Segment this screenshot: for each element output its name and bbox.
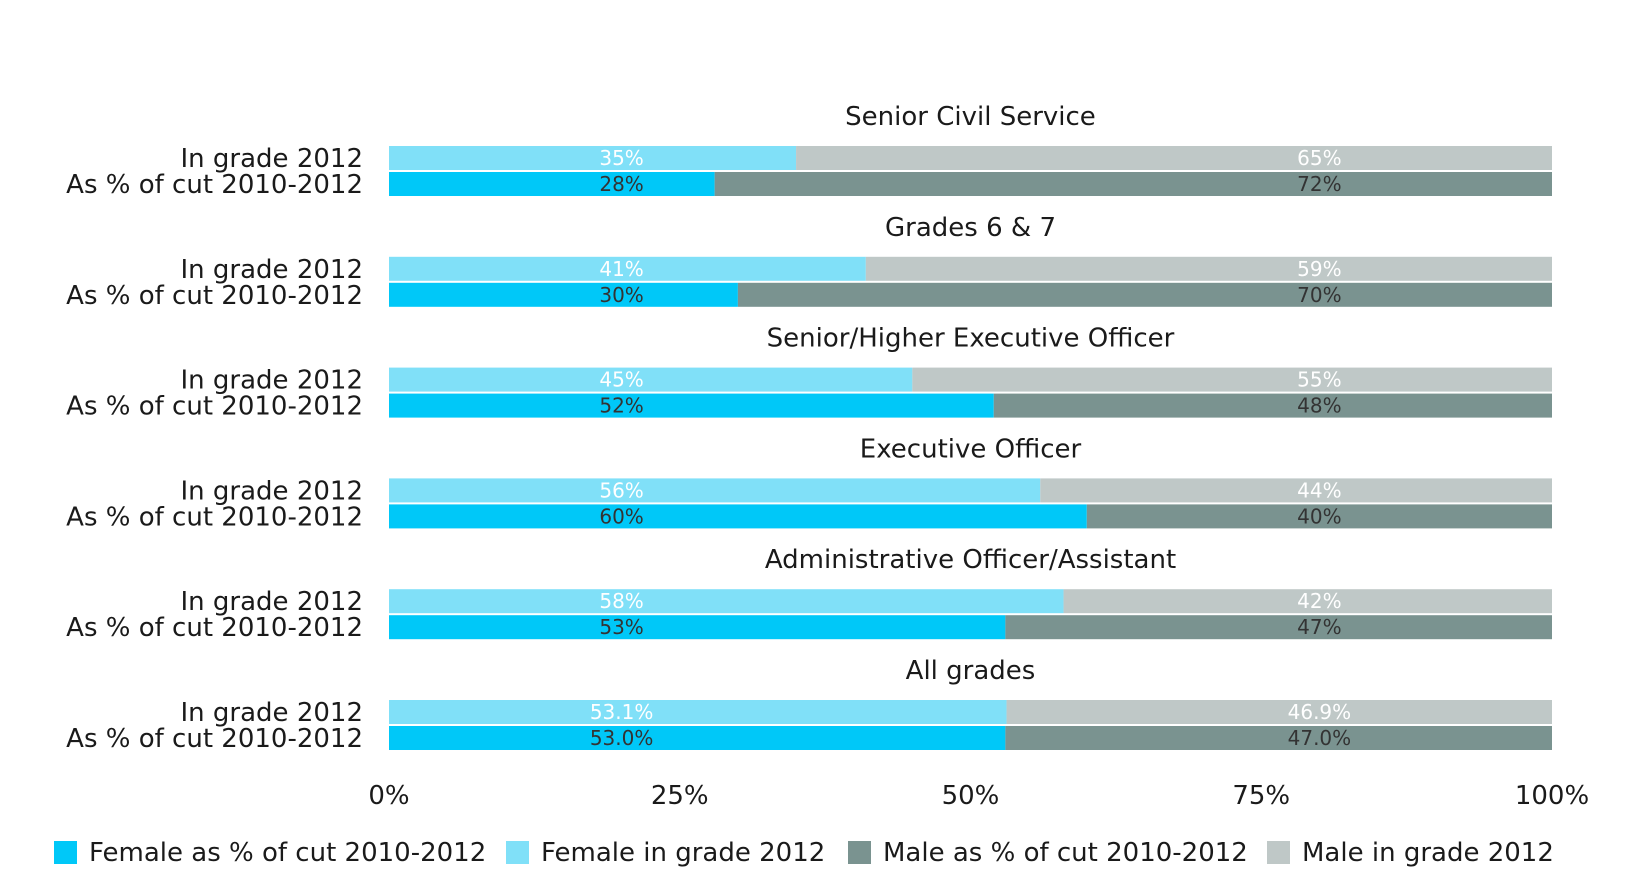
data-label-male: 65%: [1297, 146, 1341, 170]
data-label-male: 44%: [1297, 478, 1341, 502]
data-label-male: 46.9%: [1288, 700, 1352, 724]
bar-female-cut: [389, 172, 715, 196]
row-label: As % of cut 2010-2012: [66, 724, 363, 754]
bar-male-cut: [714, 172, 1552, 196]
legend-item: Male as % of cut 2010-2012: [848, 838, 1248, 868]
data-label-male: 42%: [1297, 589, 1341, 613]
bar-female-grade: [389, 589, 1064, 614]
x-tick-label: 25%: [651, 781, 709, 811]
data-label-female: 53.1%: [590, 700, 654, 724]
bar-male-grade: [865, 256, 1552, 281]
row-label: In grade 2012: [181, 476, 363, 506]
row-label: In grade 2012: [181, 366, 363, 396]
bar-female-grade: [389, 478, 1041, 503]
data-label-male: 47.0%: [1288, 726, 1352, 750]
bar-group: Administrative Officer/Assistant In grade…: [66, 545, 1552, 643]
row-label: In grade 2012: [181, 144, 363, 174]
data-label-female: 41%: [599, 257, 643, 281]
bar-male-cut: [737, 282, 1552, 307]
bar-male-grade: [1006, 700, 1552, 724]
group-title: All grades: [906, 656, 1036, 686]
bar-female-grade: [389, 146, 797, 170]
legend-swatch: [54, 841, 77, 864]
data-label-female: 60%: [599, 504, 643, 528]
data-label-female: 53%: [599, 615, 643, 639]
legend-swatch: [848, 841, 871, 864]
data-label-male: 55%: [1297, 368, 1341, 392]
bar-male-cut: [1086, 504, 1552, 529]
legend-item: Male in grade 2012: [1267, 838, 1554, 868]
data-label-female: 52%: [599, 394, 643, 418]
legend-item: Female in grade 2012: [506, 838, 825, 868]
bar-female-cut: [389, 393, 994, 418]
bar-female-grade: [389, 367, 913, 392]
row-label: In grade 2012: [181, 255, 363, 285]
data-label-female: 56%: [599, 478, 643, 502]
legend: Female as % of cut 2010-2012 Female in gr…: [54, 838, 1554, 868]
chart-groups: Senior Civil Service In grade 2012 35% 65% A…: [66, 102, 1552, 754]
bar-male-grade: [796, 146, 1552, 170]
bar-female-cut: [389, 282, 738, 307]
row-label: As % of cut 2010-2012: [66, 281, 363, 311]
bar-female-cut: [389, 726, 1006, 750]
bar-female-cut: [389, 615, 1006, 640]
bar-male-cut: [1005, 615, 1552, 640]
bar-female-grade: [389, 700, 1007, 724]
legend-label: Male as % of cut 2010-2012: [883, 838, 1248, 868]
data-label-male: 40%: [1297, 504, 1341, 528]
x-tick-label: 0%: [368, 781, 409, 811]
row-label: As % of cut 2010-2012: [66, 502, 363, 532]
row-label: As % of cut 2010-2012: [66, 392, 363, 422]
bar-male-cut: [1005, 726, 1552, 750]
group-title: Senior Civil Service: [845, 102, 1096, 132]
bar-group: Senior Civil Service In grade 2012 35% 65% A…: [66, 102, 1552, 200]
bar-female-grade: [389, 256, 866, 281]
row-label: In grade 2012: [181, 698, 363, 728]
data-label-female: 53.0%: [590, 726, 654, 750]
legend-label: Female in grade 2012: [541, 838, 825, 868]
data-label-male: 47%: [1297, 615, 1341, 639]
legend-swatch: [506, 841, 529, 864]
legend-label: Female as % of cut 2010-2012: [89, 838, 486, 868]
row-label: As % of cut 2010-2012: [66, 170, 363, 200]
bar-group: Grades 6 & 7 In grade 2012 41% 59% As % of c…: [66, 213, 1552, 311]
x-tick-label: 100%: [1515, 781, 1589, 811]
data-label-female: 58%: [599, 589, 643, 613]
data-label-male: 59%: [1297, 257, 1341, 281]
row-label: In grade 2012: [181, 587, 363, 617]
data-label-male: 48%: [1297, 394, 1341, 418]
legend-label: Male in grade 2012: [1302, 838, 1554, 868]
bar-male-grade: [912, 367, 1552, 392]
group-title: Senior/Higher Executive Officer: [767, 324, 1175, 354]
x-tick-label: 50%: [942, 781, 1000, 811]
bar-male-cut: [993, 393, 1552, 418]
bar-group: Senior/Higher Executive Officer In grade …: [66, 324, 1552, 422]
group-title: Administrative Officer/Assistant: [765, 545, 1176, 575]
data-label-female: 30%: [599, 283, 643, 307]
data-label-female: 28%: [599, 172, 643, 196]
data-label-male: 70%: [1297, 283, 1341, 307]
data-label-female: 35%: [599, 146, 643, 170]
row-label: As % of cut 2010-2012: [66, 613, 363, 643]
bar-male-grade: [1063, 589, 1552, 614]
bar-group: All grades In grade 2012 53.1% 46.9% As % of…: [66, 656, 1552, 754]
group-title: Grades 6 & 7: [885, 213, 1056, 243]
bar-group: Executive Officer In grade 2012 56% 44% As %…: [66, 434, 1552, 532]
group-title: Executive Officer: [860, 434, 1082, 464]
data-label-female: 45%: [599, 368, 643, 392]
bar-female-cut: [389, 504, 1087, 529]
legend-item: Female as % of cut 2010-2012: [54, 838, 486, 868]
x-axis: 0% 25% 50% 75% 100%: [368, 781, 1589, 811]
legend-swatch: [1267, 841, 1290, 864]
bar-male-grade: [1040, 478, 1552, 503]
x-tick-label: 75%: [1232, 781, 1290, 811]
data-label-male: 72%: [1297, 172, 1341, 196]
